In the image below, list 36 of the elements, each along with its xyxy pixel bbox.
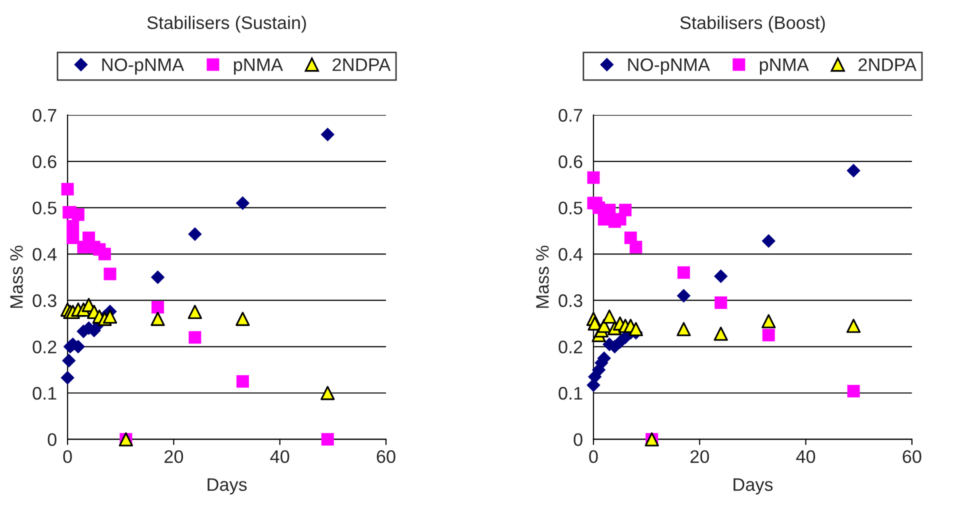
y-tick-label: 0.3 (558, 294, 582, 308)
x-tick-label: 0 (589, 450, 598, 463)
y-tick-label: 0.3 (32, 294, 56, 308)
x-tick-label: 40 (796, 450, 816, 463)
y-tick-label: 0.7 (558, 108, 582, 122)
y-tick-label: 0 (48, 433, 56, 446)
y-tick-label: 0.2 (558, 340, 582, 354)
y-tick-label: 0.1 (558, 386, 582, 400)
y-tick-label: 0.6 (558, 155, 582, 168)
y-axis-title: Mass % (10, 246, 23, 308)
y-tick-label: 0.4 (32, 248, 57, 261)
y-tick-label: 0.6 (32, 155, 56, 168)
legend-label: NO-pNMA (628, 58, 710, 75)
x-tick-label: 20 (164, 450, 184, 463)
y-tick-label: 0.4 (558, 248, 583, 261)
legend-label: NO-pNMA (102, 58, 184, 75)
y-tick-label: 0 (574, 433, 582, 446)
legend-label: pNMA (234, 58, 283, 75)
x-tick-label: 40 (270, 450, 290, 463)
legend-label: 2NDPA (858, 58, 917, 71)
y-tick-label: 0.5 (558, 202, 582, 214)
x-axis-title: Days (208, 478, 247, 495)
x-axis-title: Days (734, 478, 773, 495)
y-tick-label: 0.1 (32, 386, 56, 400)
x-tick-label: 20 (690, 450, 709, 463)
y-tick-label: 0.5 (32, 202, 56, 214)
chart-title: Stabilisers (Sustain) (147, 16, 306, 33)
y-axis-title: Mass % (536, 246, 549, 308)
y-tick-label: 0.2 (32, 340, 56, 354)
x-tick-label: 60 (902, 450, 922, 463)
chart-title: Stabilisers (Boost) (680, 16, 825, 33)
legend-label: pNMA (760, 58, 809, 75)
x-tick-label: 0 (63, 450, 72, 463)
x-tick-label: 60 (376, 450, 396, 463)
legend-label: 2NDPA (332, 58, 391, 71)
y-tick-label: 0.7 (32, 108, 56, 122)
